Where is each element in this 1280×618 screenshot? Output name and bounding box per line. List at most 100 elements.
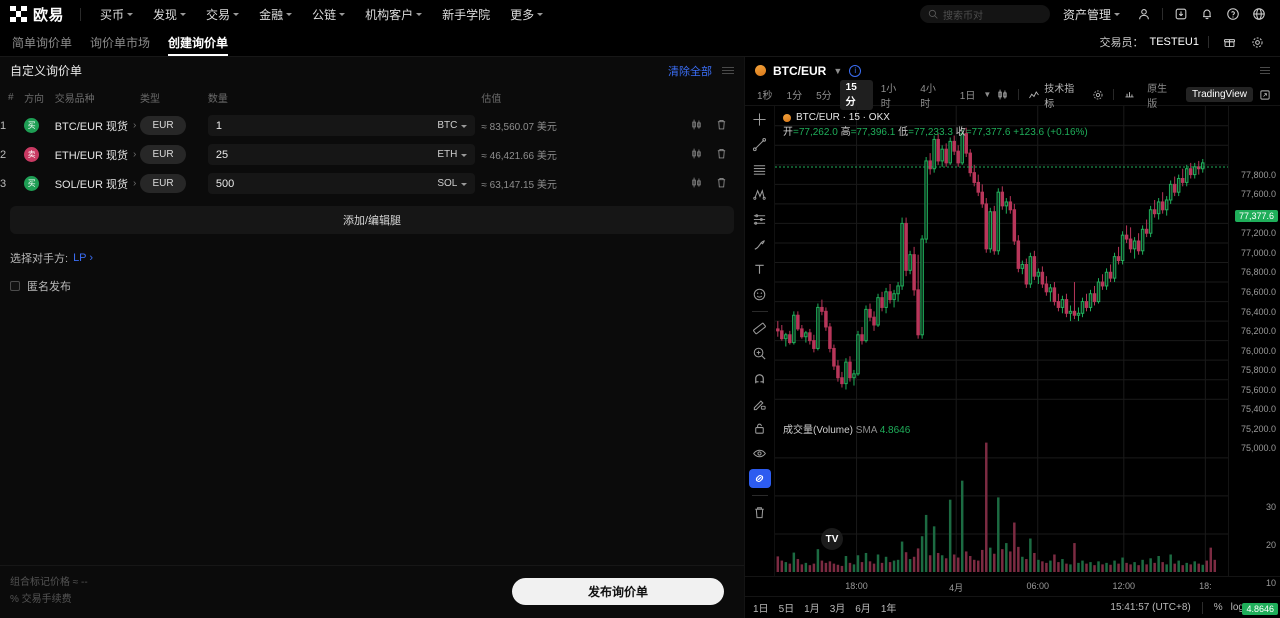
text-icon[interactable] [749,260,771,279]
chevron-down-icon[interactable]: ▼ [833,65,843,76]
ruler-icon[interactable] [749,319,771,338]
brush-icon[interactable] [749,235,771,254]
timeframe-15m[interactable]: 15分 [839,79,873,110]
timeframe-1m[interactable]: 1分 [786,91,803,102]
delete-icon[interactable] [715,118,728,134]
candlestick-icon[interactable] [690,147,703,163]
type-pill[interactable]: EUR [140,116,187,135]
checkbox-icon[interactable] [10,281,20,291]
nav-item-assets[interactable]: 资产管理 [1054,2,1129,27]
nav-item-finance[interactable]: 金融 [250,2,301,27]
range-1y[interactable]: 1年 [880,604,897,615]
nav-item-institutional[interactable]: 机构客户 [356,2,431,27]
row-quantity[interactable]: SOL [207,169,482,198]
magnet-icon[interactable] [749,369,771,388]
link-icon[interactable] [748,469,771,488]
quantity-unit-select[interactable]: ETH [437,149,468,160]
row-direction[interactable]: 买 [24,111,55,140]
chart-panel-drag-handle[interactable] [1260,67,1270,74]
delete-icon[interactable] [715,147,728,163]
clear-all-button[interactable]: 清除全部 [668,65,712,78]
nav-item-buy-crypto[interactable]: 买币 [91,2,142,27]
download-icon[interactable] [1170,3,1192,25]
view-mode-native[interactable]: 原生版 [1147,83,1168,110]
fullscreen-icon[interactable] [1256,89,1274,101]
fib-icon[interactable] [749,210,771,229]
okx-logo[interactable]: 欧易 [10,4,64,25]
counterparty-select[interactable]: LP › [73,252,94,264]
pencil-lock-icon[interactable] [749,394,771,413]
quantity-input[interactable] [215,119,438,132]
trendline-icon[interactable] [749,135,771,154]
bell-icon[interactable] [1196,3,1218,25]
quantity-unit-select[interactable]: SOL [437,178,468,189]
trash-icon[interactable] [749,503,771,522]
row-type[interactable]: EUR [140,111,208,140]
tab-rfq-market[interactable]: 询价单市场 [90,28,150,56]
type-pill[interactable]: EUR [140,145,187,164]
row-symbol[interactable]: ETH/EUR 现货 › [55,140,140,169]
row-symbol[interactable]: SOL/EUR 现货 › [55,169,140,198]
candlestick-icon[interactable] [690,118,703,134]
chart-type-icon[interactable] [993,88,1012,101]
tab-create-rfq[interactable]: 创建询价单 [168,28,229,56]
nav-item-discover[interactable]: 发现 [144,2,195,27]
row-direction[interactable]: 卖 [24,140,55,169]
nav-item-trade[interactable]: 交易 [197,2,248,27]
type-pill[interactable]: EUR [140,174,187,193]
range-6mo[interactable]: 6月 [855,604,871,615]
chart-settings-icon[interactable] [1089,89,1107,101]
timeframe-1h[interactable]: 1小时 [880,83,897,110]
row-type[interactable]: EUR [140,169,208,198]
anonymous-publish-checkbox[interactable]: 匿名发布 [0,266,744,294]
timeframe-5m[interactable]: 5分 [816,91,832,102]
range-1d[interactable]: 1日 [753,604,769,615]
range-5d[interactable]: 5日 [778,604,795,615]
settings-icon[interactable] [1246,31,1268,53]
time-axis[interactable]: 18:00 4月 06:00 12:00 18: [745,576,1280,596]
nav-item-more[interactable]: 更多 [501,2,552,27]
quantity-input[interactable] [215,148,438,161]
quantity-unit-select[interactable]: BTC [437,120,468,131]
nav-item-academy[interactable]: 新手学院 [433,2,499,27]
timeframe-more-chevron-down-icon[interactable]: ▼ [983,90,992,99]
quantity-input[interactable] [215,177,438,190]
range-1mo[interactable]: 1月 [804,604,820,615]
search-input[interactable]: 搜索币对 [919,5,1050,23]
scale-percent-button[interactable]: % [1213,602,1223,613]
price-chart-plot[interactable]: BTC/EUR · 15 · OKX 开=77,262.0 高=77,396.1… [775,106,1228,576]
help-icon[interactable] [1222,3,1244,25]
row-quantity[interactable]: BTC [207,111,482,140]
zoom-icon[interactable] [749,344,771,363]
scale-log-button[interactable]: log [1230,602,1244,613]
tab-simple-rfq[interactable]: 简单询价单 [12,28,72,56]
row-type[interactable]: EUR [140,140,208,169]
timeframe-1s[interactable]: 1秒 [757,91,773,102]
add-edit-leg-button[interactable]: 添加/编辑腿 [10,206,734,234]
horizontal-lines-icon[interactable] [749,160,771,179]
panel-drag-handle[interactable] [722,67,734,74]
timeframe-4h[interactable]: 4小时 [920,83,936,110]
pattern-icon[interactable] [749,185,771,204]
publish-rfq-button[interactable]: 发布询价单 [512,577,724,605]
candlestick-icon[interactable] [690,176,703,192]
row-quantity[interactable]: ETH [207,140,482,169]
indicators-button[interactable]: 技术指标 [1025,80,1087,110]
timeframe-1d[interactable]: 1日 [959,91,976,102]
row-direction[interactable]: 买 [24,169,55,198]
info-icon[interactable]: i [849,64,862,77]
eye-icon[interactable] [749,444,771,463]
delete-icon[interactable] [715,176,728,192]
user-icon[interactable] [1133,3,1155,25]
gift-icon[interactable] [1218,31,1240,53]
range-3mo[interactable]: 3月 [829,604,846,615]
emoji-icon[interactable] [749,285,771,304]
nav-item-chain[interactable]: 公链 [303,2,354,27]
tradingview-logo[interactable]: TV [821,528,843,550]
globe-icon[interactable] [1248,3,1270,25]
snapshot-icon[interactable] [1120,88,1139,101]
crosshair-icon[interactable] [749,110,771,129]
price-axis[interactable]: 77,800.077,600.077,400.077,200.077,000.0… [1228,106,1280,615]
view-mode-tradingview[interactable]: TradingView [1186,87,1254,102]
row-symbol[interactable]: BTC/EUR 现货 › [55,111,140,140]
